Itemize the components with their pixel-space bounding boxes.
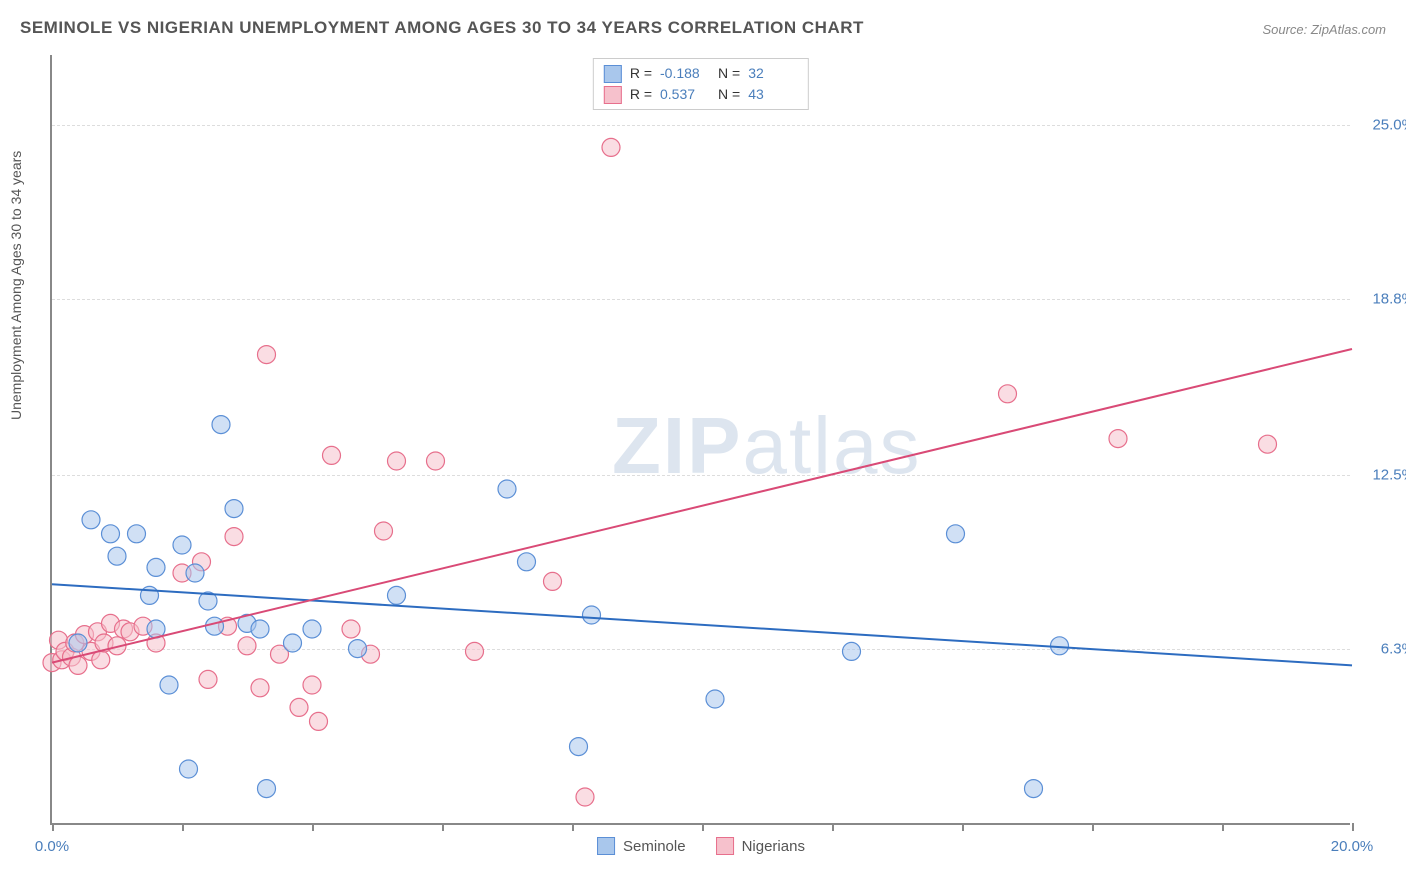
n-label: N =: [718, 63, 740, 84]
legend-item-nigerians: Nigerians: [716, 837, 805, 855]
x-tick: [702, 823, 704, 831]
scatter-point: [180, 760, 198, 778]
swatch-nigerians: [604, 86, 622, 104]
r-value-nigerians: 0.537: [660, 84, 710, 105]
scatter-point: [947, 525, 965, 543]
scatter-point: [375, 522, 393, 540]
n-value-nigerians: 43: [748, 84, 798, 105]
scatter-point: [570, 738, 588, 756]
scatter-point: [225, 528, 243, 546]
chart-title: SEMINOLE VS NIGERIAN UNEMPLOYMENT AMONG …: [20, 18, 864, 38]
scatter-point: [303, 620, 321, 638]
x-tick: [832, 823, 834, 831]
x-tick: [312, 823, 314, 831]
n-value-seminole: 32: [748, 63, 798, 84]
scatter-point: [206, 617, 224, 635]
y-tick-label: 12.5%: [1355, 467, 1406, 484]
scatter-point: [160, 676, 178, 694]
scatter-point: [518, 553, 536, 571]
scatter-point: [303, 676, 321, 694]
scatter-point: [1259, 435, 1277, 453]
plot-area: 6.3%12.5%18.8%25.0% 0.0%20.0% ZIPatlas R…: [50, 55, 1350, 825]
scatter-point: [290, 698, 308, 716]
scatter-point: [388, 452, 406, 470]
scatter-point: [238, 637, 256, 655]
legend-item-seminole: Seminole: [597, 837, 686, 855]
scatter-point: [251, 620, 269, 638]
swatch-seminole: [604, 65, 622, 83]
scatter-point: [128, 525, 146, 543]
r-label: R =: [630, 84, 652, 105]
legend-label-nigerians: Nigerians: [742, 838, 805, 855]
scatter-point: [225, 500, 243, 518]
scatter-point: [186, 564, 204, 582]
scatter-point: [349, 640, 367, 658]
scatter-point: [544, 572, 562, 590]
x-tick: [572, 823, 574, 831]
scatter-point: [212, 416, 230, 434]
scatter-point: [388, 586, 406, 604]
swatch-nigerians-icon: [716, 837, 734, 855]
chart-container: SEMINOLE VS NIGERIAN UNEMPLOYMENT AMONG …: [0, 0, 1406, 892]
swatch-seminole-icon: [597, 837, 615, 855]
scatter-point: [427, 452, 445, 470]
scatter-point: [102, 525, 120, 543]
scatter-point: [323, 446, 341, 464]
scatter-point: [1025, 780, 1043, 798]
scatter-point: [602, 138, 620, 156]
y-tick-label: 18.8%: [1355, 290, 1406, 307]
x-tick-label: 0.0%: [35, 838, 69, 855]
x-tick: [1092, 823, 1094, 831]
scatter-point: [251, 679, 269, 697]
y-axis-label: Unemployment Among Ages 30 to 34 years: [8, 151, 24, 420]
legend-label-seminole: Seminole: [623, 838, 686, 855]
x-tick: [182, 823, 184, 831]
legend-series: Seminole Nigerians: [597, 837, 805, 855]
x-tick: [52, 823, 54, 831]
scatter-point: [342, 620, 360, 638]
y-tick-label: 6.3%: [1355, 640, 1406, 657]
legend-row-nigerians: R = 0.537 N = 43: [604, 84, 798, 105]
scatter-point: [199, 670, 217, 688]
scatter-point: [498, 480, 516, 498]
x-tick-label: 20.0%: [1331, 838, 1374, 855]
scatter-point: [82, 511, 100, 529]
scatter-point: [173, 536, 191, 554]
x-tick: [1222, 823, 1224, 831]
scatter-point: [147, 558, 165, 576]
scatter-point: [258, 346, 276, 364]
r-value-seminole: -0.188: [660, 63, 710, 84]
scatter-svg: [52, 55, 1350, 823]
scatter-point: [108, 547, 126, 565]
x-tick: [962, 823, 964, 831]
scatter-point: [999, 385, 1017, 403]
n-label: N =: [718, 84, 740, 105]
scatter-point: [583, 606, 601, 624]
x-tick: [1352, 823, 1354, 831]
scatter-point: [843, 642, 861, 660]
scatter-point: [284, 634, 302, 652]
source-attribution: Source: ZipAtlas.com: [1262, 22, 1386, 37]
r-label: R =: [630, 63, 652, 84]
scatter-point: [310, 712, 328, 730]
legend-correlation-box: R = -0.188 N = 32 R = 0.537 N = 43: [593, 58, 809, 110]
y-tick-label: 25.0%: [1355, 117, 1406, 134]
scatter-point: [576, 788, 594, 806]
scatter-point: [1109, 430, 1127, 448]
scatter-point: [466, 642, 484, 660]
x-tick: [442, 823, 444, 831]
scatter-point: [92, 651, 110, 669]
regression-line: [52, 349, 1352, 663]
scatter-point: [706, 690, 724, 708]
scatter-point: [258, 780, 276, 798]
legend-row-seminole: R = -0.188 N = 32: [604, 63, 798, 84]
scatter-point: [69, 634, 87, 652]
scatter-point: [69, 656, 87, 674]
